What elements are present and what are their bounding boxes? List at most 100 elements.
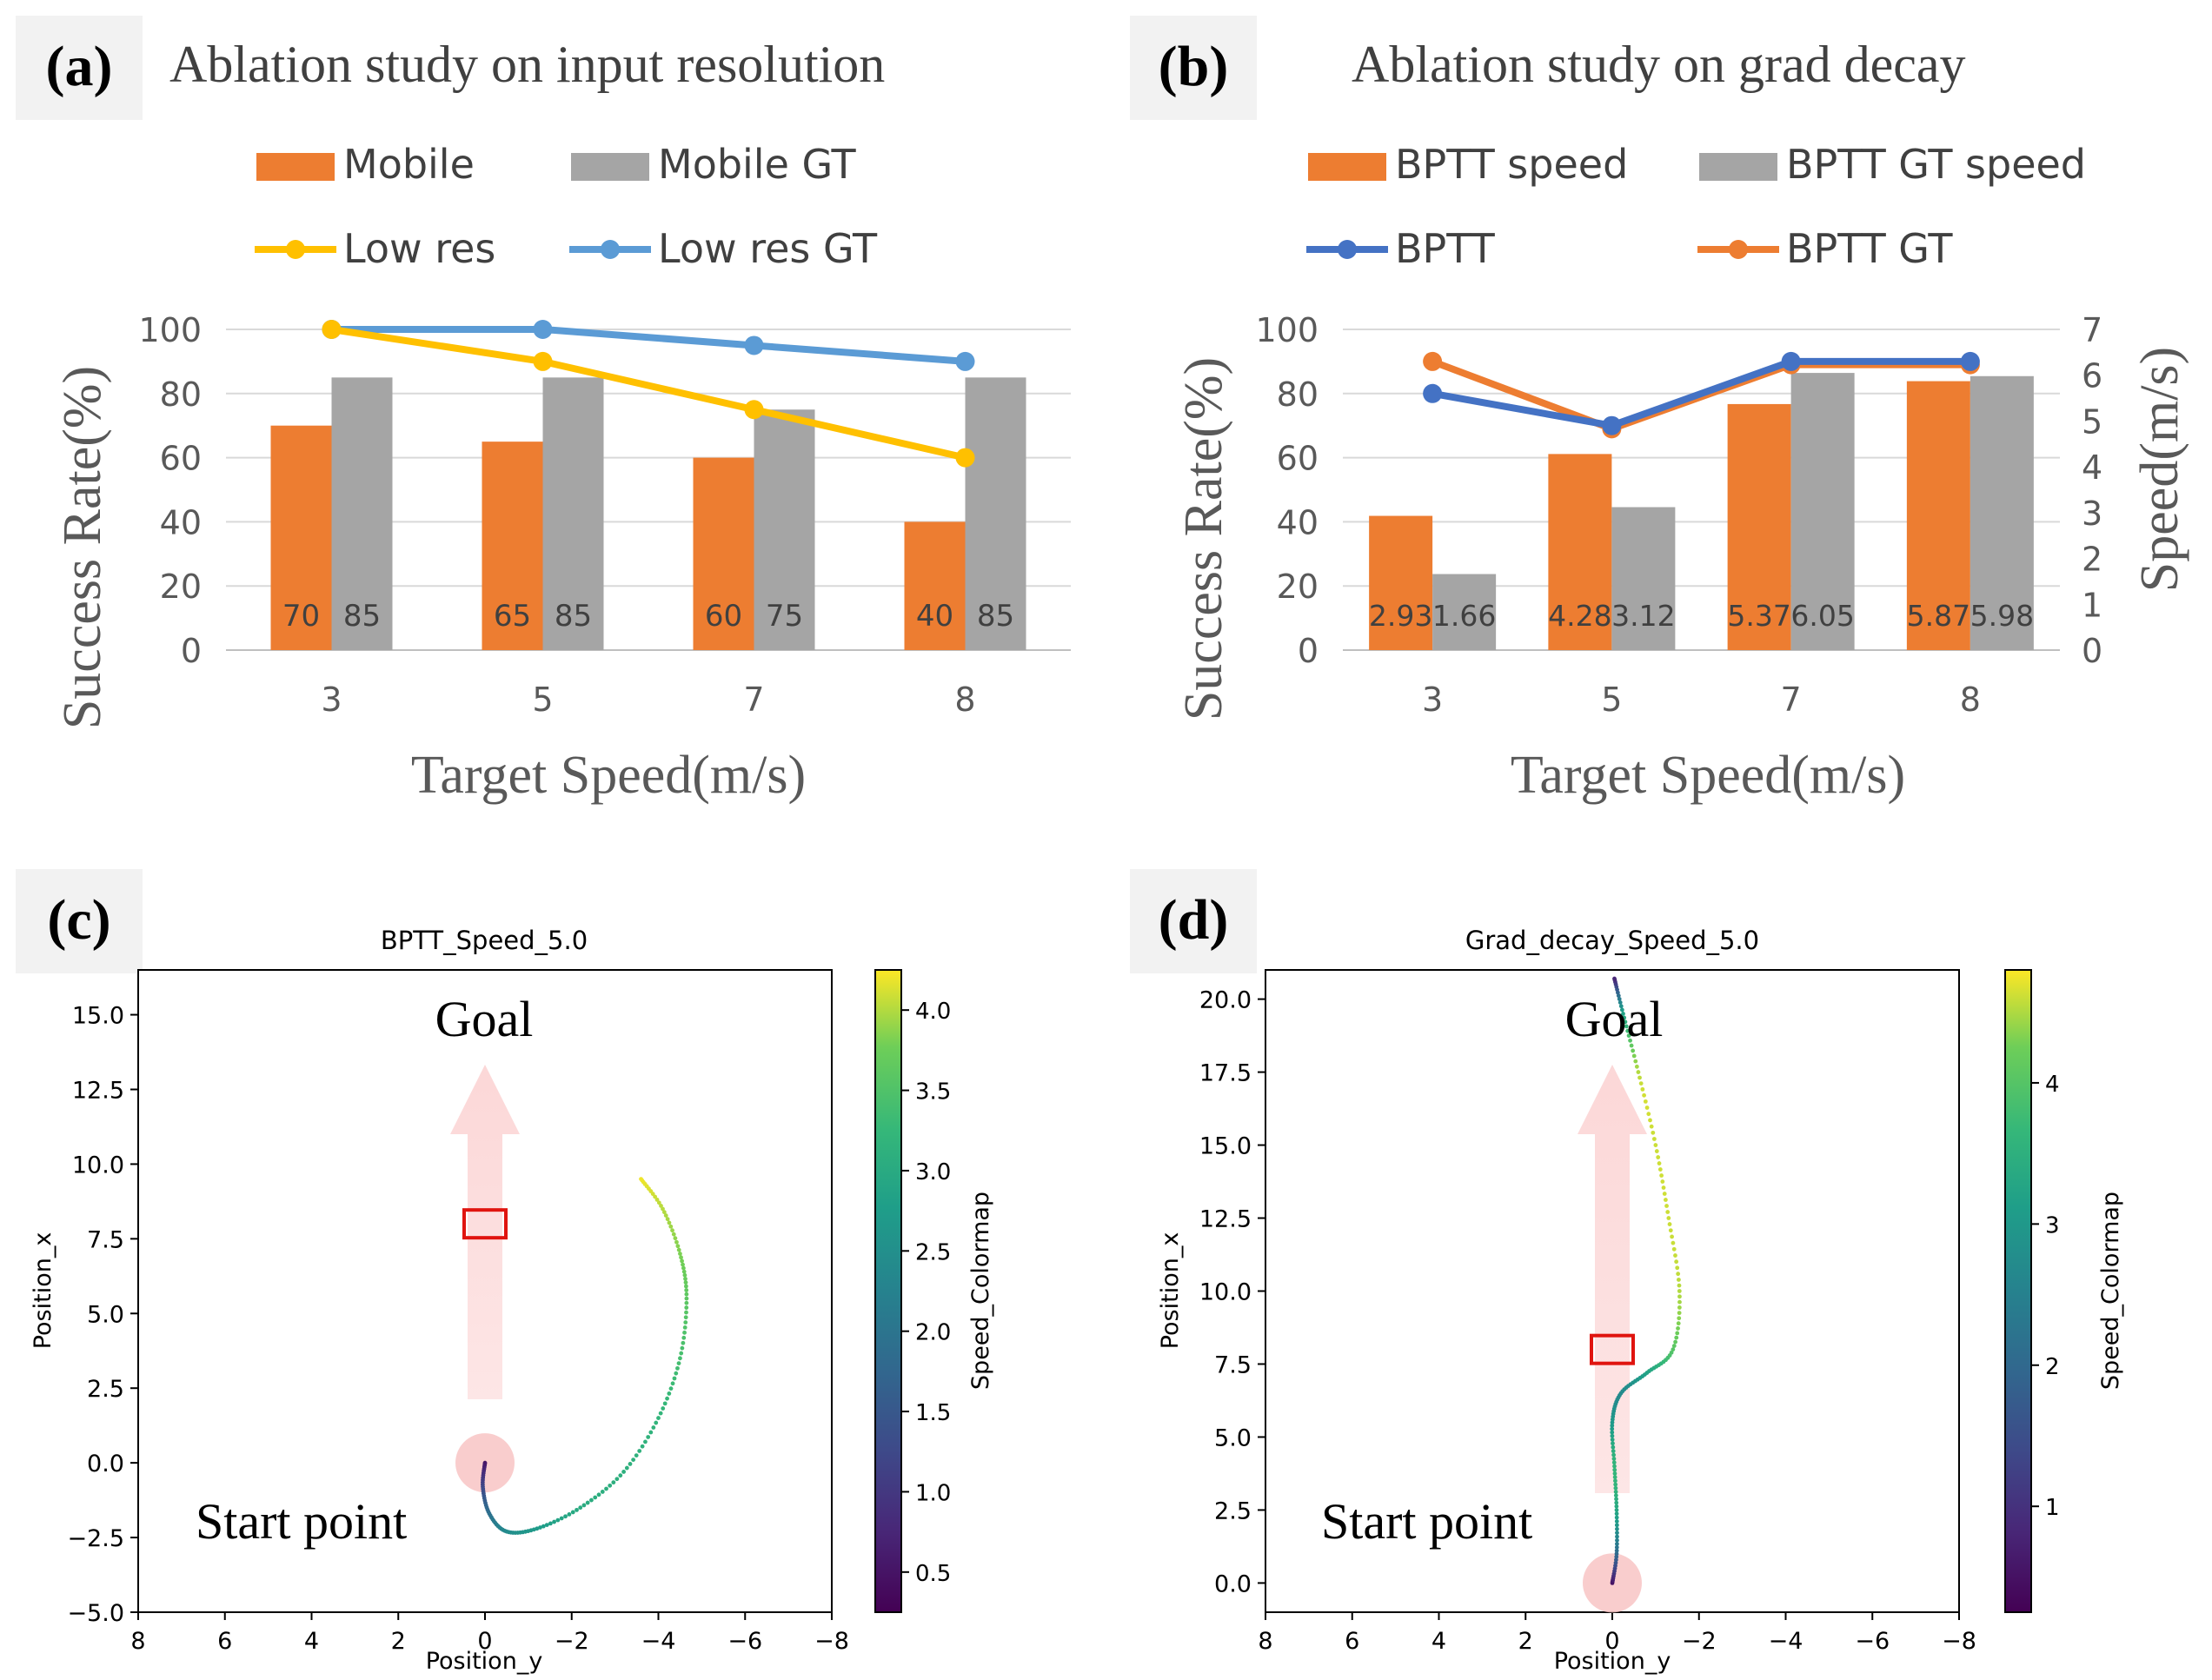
x-tick-label: 4: [304, 1628, 319, 1655]
trajectory-point: [1611, 1444, 1616, 1450]
trajectory-point: [665, 1396, 669, 1401]
x-axis-label: Target Speed(m/s): [411, 746, 806, 805]
y-axis-label: Position_x: [1157, 1232, 1184, 1350]
trajectory-point: [1612, 1464, 1617, 1469]
legend-swatch-mobile-gt: [571, 153, 649, 181]
y2-tick-label: 6: [2082, 357, 2102, 395]
trajectory-point: [621, 1470, 626, 1474]
trajectory-point: [1615, 1534, 1619, 1539]
bar-mobile: [904, 521, 966, 650]
trajectory-point: [570, 1510, 575, 1515]
trajectory-point: [684, 1310, 688, 1315]
trajectory-point: [1615, 1526, 1619, 1531]
trajectory-point: [684, 1300, 689, 1305]
goal-box: [1590, 1333, 1635, 1365]
legend-label-mobile-gt: Mobile GT: [658, 141, 857, 188]
trajectory-point: [1614, 1554, 1619, 1559]
legend-marker-low-res-gt: [601, 240, 620, 259]
trajectory-point: [1640, 1086, 1645, 1092]
y-tick-label: 12.5: [72, 1077, 124, 1104]
y-tick-label: 5.0: [1214, 1424, 1252, 1451]
trajectory-point: [1614, 1511, 1619, 1517]
bar-bptt-speed: [1548, 454, 1612, 650]
trajectory-point: [648, 1430, 654, 1435]
line-marker: [322, 320, 342, 339]
line-marker: [1602, 415, 1622, 435]
trajectory-point: [1651, 1130, 1656, 1135]
data-label: 6.05: [1790, 599, 1854, 633]
trajectory-point: [646, 1435, 651, 1439]
legend-label-bptt-speed: BPTT speed: [1395, 141, 1628, 188]
panel-label-box: [16, 869, 143, 973]
trajectory-point: [653, 1194, 658, 1199]
trajectory-point: [1629, 1043, 1634, 1048]
trajectory-point: [589, 1497, 594, 1503]
trajectory-point: [1656, 1155, 1661, 1159]
trajectory-point: [563, 1514, 568, 1519]
x-axis-label: Position_y: [1554, 1648, 1671, 1675]
trajectory-point: [681, 1340, 686, 1345]
y-tick-label: 2.5: [87, 1376, 124, 1403]
y-tick-label: 100: [138, 311, 202, 349]
trajectory-point: [1673, 1253, 1677, 1258]
goal-box: [462, 1208, 508, 1240]
trajectory-point: [581, 1503, 587, 1508]
trajectory-point: [1648, 1118, 1652, 1123]
x-tick-label: 8: [1258, 1628, 1272, 1655]
trajectory-point: [640, 1444, 645, 1449]
y-tick-label: 0.0: [87, 1451, 124, 1477]
y-tick-label: 5.0: [87, 1301, 124, 1328]
trajectory-point: [1676, 1325, 1680, 1331]
trajectory-point: [682, 1272, 688, 1278]
trajectory-point: [661, 1210, 667, 1215]
y2-axis-label: Speed(m/s): [2130, 347, 2189, 592]
trajectory-point: [1617, 1000, 1623, 1005]
colorbar-tick-label: 3.0: [915, 1159, 951, 1185]
start-label: Start point: [1321, 1493, 1532, 1550]
x-tick-label: 4: [1431, 1628, 1446, 1655]
bar-bptt-speed: [1727, 403, 1791, 650]
data-label: 5.37: [1727, 599, 1790, 633]
trajectory-point: [604, 1486, 608, 1491]
bar-bptt-gt-speed: [1611, 507, 1676, 650]
plot-area: 8 6 4 2 0 −2 −4 −6 −8 −5.0 −2.5 0.0 2.5 5.0 7.5 10.0 12.…: [67, 969, 951, 1655]
trajectory-point: [1662, 1192, 1667, 1196]
line-marker: [955, 351, 975, 371]
line-bptt: [1431, 357, 1970, 429]
data-label: 1.66: [1432, 599, 1496, 633]
x-tick-label: 0: [477, 1628, 492, 1655]
trajectory-point: [667, 1220, 672, 1225]
legend-label-low-res: Low res: [343, 225, 495, 272]
bar-mobile-gt: [331, 377, 393, 650]
trajectory-point: [639, 1177, 643, 1182]
legend-label-bptt-gt: BPTT GT: [1786, 225, 1953, 272]
trajectory-point: [667, 1391, 672, 1396]
trajectory-point: [675, 1365, 680, 1371]
trajectory-point: [676, 1361, 681, 1365]
line-marker: [533, 351, 553, 371]
bar-bptt-gt-speed: [1432, 574, 1497, 650]
trajectory-point: [1612, 976, 1617, 981]
x-tick-label: 8: [130, 1628, 145, 1655]
goal-label: Goal: [1565, 991, 1664, 1047]
x-tick-label: 7: [1781, 681, 1802, 719]
y-tick-label: 60: [160, 440, 202, 478]
colorbar: [874, 969, 902, 1613]
trajectory-point: [1644, 1106, 1650, 1110]
y-tick-label: 7.5: [87, 1226, 124, 1253]
plot-area: 8 6 4 2 0 −2 −4 −6 −8 0.0 2.5 5.0 7.5 10.0 12.5 15.0 17.…: [1199, 969, 2060, 1655]
trajectory-point: [1633, 1059, 1638, 1064]
trajectory-point: [1613, 1482, 1618, 1487]
trajectory-point: [1636, 1070, 1641, 1074]
trajectory-point: [1617, 997, 1622, 1001]
trajectory-point: [1646, 1112, 1651, 1117]
x-tick-label: 2: [1518, 1628, 1533, 1655]
trajectory-point: [548, 1521, 553, 1526]
trajectory-point: [1611, 1457, 1617, 1461]
y-tick-label: 0: [1298, 632, 1319, 670]
trajectory-point: [1673, 1339, 1678, 1345]
trajectory-point: [661, 1206, 665, 1212]
trajectory-point: [1631, 1053, 1637, 1059]
trajectory-point: [1665, 1210, 1671, 1214]
